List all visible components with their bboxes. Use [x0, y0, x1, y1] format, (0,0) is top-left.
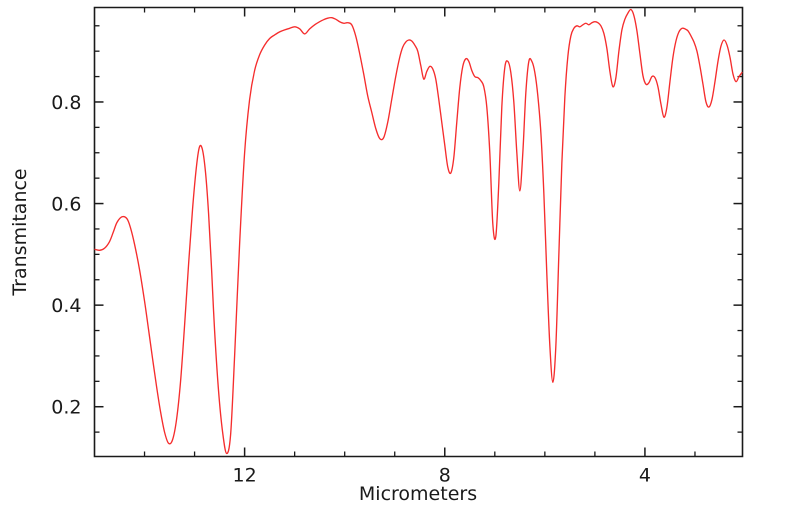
y-tick-label: 0.4: [51, 295, 81, 317]
spectrum-line: [94, 8, 743, 455]
y-tick-label: 0.8: [51, 92, 81, 114]
x-tick-label: 8: [439, 465, 451, 487]
x-axis-minor-ticks: [143, 7, 696, 457]
x-tick-label: 4: [639, 465, 651, 487]
x-axis-tick-labels: 12 8 4: [233, 465, 651, 487]
y-tick-label: 0.6: [51, 194, 81, 216]
y-tick-label: 0.2: [51, 397, 81, 419]
plot-frame-border: [93, 6, 744, 458]
x-axis-title: Micrometers: [359, 483, 477, 505]
plot-frame: [93, 6, 744, 458]
x-tick-label: 12: [233, 465, 257, 487]
y-axis-tick-labels: 0.2 0.4 0.6 0.8: [51, 92, 81, 419]
spectrum-series: [94, 8, 743, 455]
x-axis-major-ticks: [243, 7, 646, 457]
y-axis-title: Transmitance: [9, 168, 31, 296]
y-axis-major-ticks: [94, 101, 743, 408]
